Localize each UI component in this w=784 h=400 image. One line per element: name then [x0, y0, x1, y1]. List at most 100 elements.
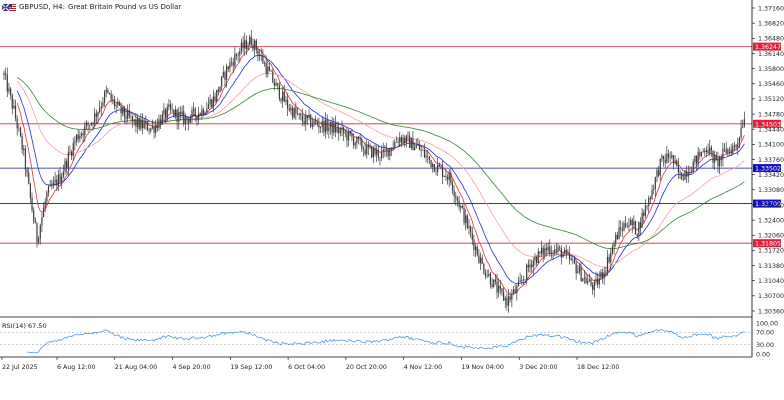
candle-body	[661, 156, 663, 159]
candle-body	[725, 149, 727, 154]
candle-body	[649, 197, 651, 199]
candle-body	[407, 135, 409, 137]
candle-body	[740, 127, 742, 138]
candle-body	[641, 212, 643, 228]
x-tick-label: 21 Aug 04:00	[115, 364, 157, 371]
candle-body	[433, 164, 435, 172]
candle-body	[496, 281, 498, 293]
y-tick-label: 1.31040	[758, 278, 784, 285]
candle-body	[217, 89, 219, 93]
candle-body	[31, 197, 33, 211]
candle-body	[221, 76, 223, 87]
candle-body	[146, 122, 149, 131]
candle-body	[169, 104, 172, 110]
candle-body	[682, 179, 684, 181]
candle-body	[331, 121, 333, 133]
candle-body	[636, 234, 638, 236]
candle-body	[654, 177, 656, 190]
candle-body	[42, 207, 45, 218]
candle-body	[278, 85, 280, 99]
candle-body	[235, 54, 238, 56]
candle-body	[583, 277, 586, 279]
candle-body	[466, 215, 468, 229]
y-tick-label: 1.33760	[758, 157, 784, 164]
candle-body	[643, 212, 645, 216]
candle-body	[567, 252, 569, 254]
candle-body	[108, 92, 111, 94]
x-tick-label: 19 Sep 12:00	[230, 364, 272, 371]
candle-body	[435, 171, 437, 173]
candle-body	[90, 122, 92, 126]
candle-body	[145, 122, 147, 124]
candle-body	[623, 223, 625, 231]
candle-body	[676, 160, 678, 166]
candle-body	[326, 119, 328, 131]
candle-body	[573, 259, 576, 264]
candle-body	[369, 146, 371, 148]
candle-body	[318, 124, 320, 128]
candle-body	[211, 99, 213, 108]
candle-body	[468, 226, 470, 229]
x-tick-label: 6 Aug 12:00	[57, 364, 95, 371]
candle-body	[341, 127, 343, 131]
candle-body	[568, 253, 571, 260]
candle-body	[697, 152, 699, 164]
candle-body	[232, 62, 234, 66]
candle-body	[463, 207, 465, 223]
candle-body	[470, 226, 472, 233]
candle-body	[249, 36, 251, 46]
candle-body	[738, 137, 741, 143]
candle-body	[293, 108, 295, 118]
candle-body	[432, 164, 434, 168]
candle-body	[399, 137, 401, 143]
candle-body	[209, 99, 211, 105]
gbpusd-flag-icon	[2, 3, 16, 11]
candle-body	[504, 298, 506, 301]
candle-body	[575, 263, 577, 274]
y-tick-label: 1.35800	[758, 66, 784, 73]
candle-body	[521, 280, 523, 281]
candle-body	[712, 150, 714, 163]
candle-body	[140, 119, 142, 129]
candle-body	[356, 136, 358, 143]
candle-body	[461, 205, 463, 208]
candle-body	[742, 126, 744, 128]
candle-body	[120, 105, 122, 114]
candle-body	[481, 257, 483, 265]
candle-body	[87, 122, 89, 126]
candle-body	[328, 127, 330, 131]
candle-body	[357, 136, 360, 140]
candle-body	[516, 286, 518, 293]
candle-body	[733, 145, 736, 147]
candle-body	[244, 40, 246, 49]
candle-body	[288, 108, 290, 111]
candle-body	[621, 229, 623, 231]
candle-body	[29, 183, 31, 198]
candle-body	[52, 181, 55, 187]
candle-body	[59, 174, 61, 183]
candle-body	[730, 149, 732, 154]
candle-body	[5, 73, 7, 75]
candle-body	[268, 66, 271, 71]
candle-body	[125, 116, 127, 119]
candle-body	[491, 284, 493, 288]
candle-body	[535, 256, 538, 264]
y-tick-label: 1.35120	[758, 96, 784, 103]
candle-body	[329, 121, 332, 128]
candle-body	[348, 130, 350, 141]
candle-body	[544, 248, 546, 256]
candle-body	[722, 148, 724, 159]
y-tick-label: 1.30360	[758, 308, 784, 315]
candle-body	[242, 42, 244, 49]
candle-body	[174, 109, 177, 117]
ma-line-2	[16, 72, 745, 268]
candle-body	[285, 99, 287, 102]
candle-body	[352, 137, 355, 146]
candle-body	[400, 137, 402, 143]
candle-body	[135, 119, 137, 127]
candle-body	[562, 253, 564, 258]
y-tick-label: 1.33080	[758, 187, 784, 194]
rsi-label: RSI(14) 67.50	[2, 322, 47, 330]
candle-body	[679, 172, 681, 174]
